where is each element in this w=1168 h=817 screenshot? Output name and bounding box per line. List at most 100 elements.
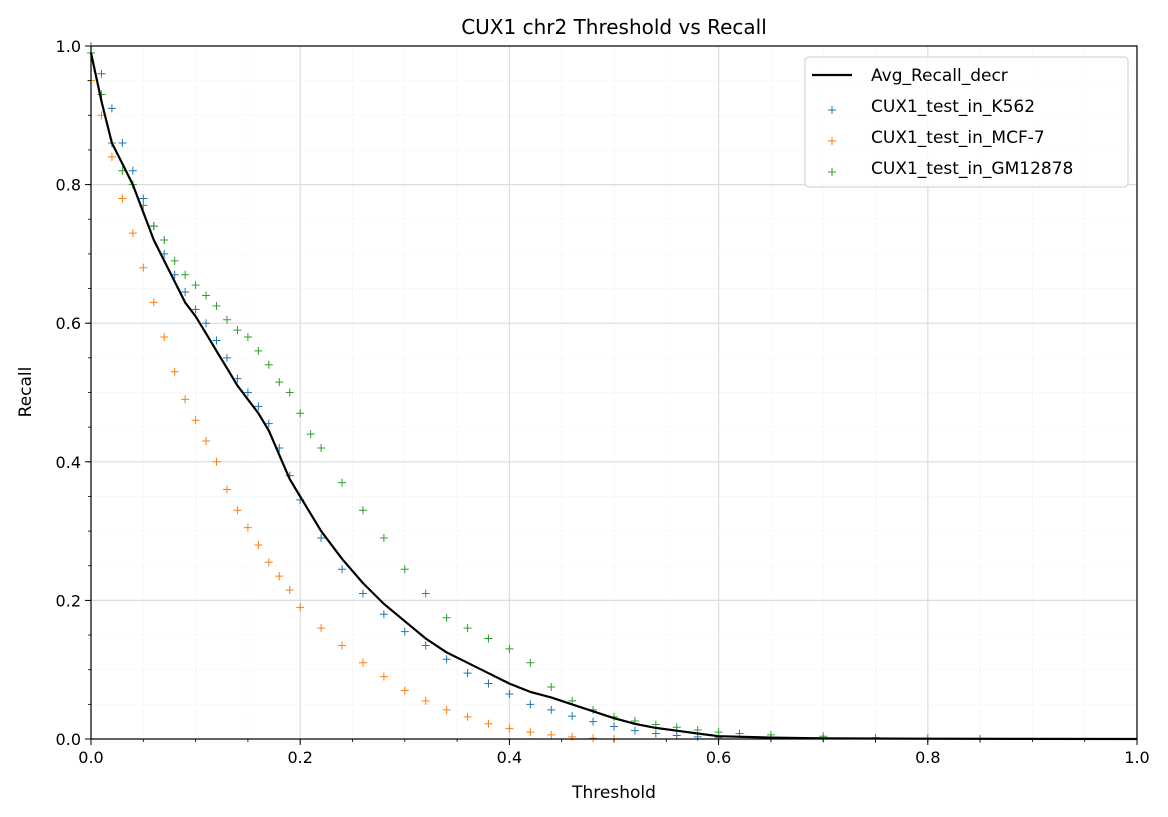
scatter-point — [589, 717, 598, 726]
scatter-point — [149, 298, 158, 307]
scatter-point — [672, 731, 681, 740]
scatter-point — [202, 437, 211, 446]
scatter-point — [484, 634, 493, 643]
scatter-point — [526, 700, 535, 709]
y-tick-label: 0.4 — [56, 453, 81, 472]
scatter-point — [547, 683, 556, 692]
scatter-point — [254, 346, 263, 355]
scatter-point — [505, 644, 514, 653]
scatter-point — [505, 724, 514, 733]
legend-label-cux1-test-in-mcf-7: CUX1_test_in_MCF-7 — [871, 128, 1045, 148]
legend: Avg_Recall_decr CUX1_test_in_K562 CUX1_tes… — [804, 56, 1129, 188]
scatter-point — [254, 540, 263, 549]
scatter-point — [442, 705, 451, 714]
scatter-point — [400, 565, 409, 574]
scatter-point — [170, 367, 179, 376]
scatter-point — [170, 256, 179, 265]
scatter-point — [651, 729, 660, 738]
scatter-point — [358, 589, 367, 598]
scatter-point — [233, 326, 242, 335]
scatter-point — [338, 641, 347, 650]
scatter-point — [149, 222, 158, 231]
x-tick-label: 0.8 — [915, 748, 940, 767]
scatter-point — [202, 319, 211, 328]
scatter-point — [139, 194, 148, 203]
scatter-point — [202, 291, 211, 300]
scatter-point — [421, 641, 430, 650]
scatter-point — [358, 658, 367, 667]
scatter-point — [568, 712, 577, 721]
scatter-point — [526, 728, 535, 737]
scatter-point — [442, 613, 451, 622]
scatter-point — [191, 305, 200, 314]
y-axis-label: Recall — [16, 367, 36, 418]
scatter-point — [547, 730, 556, 739]
legend-label-cux1-test-in-k562: CUX1_test_in_K562 — [871, 97, 1035, 117]
scatter-point — [379, 610, 388, 619]
legend-box — [804, 56, 1129, 188]
scatter-point — [379, 534, 388, 543]
scatter-point — [243, 388, 252, 397]
scatter-point — [128, 229, 137, 238]
scatter-point — [379, 672, 388, 681]
scatter-point — [118, 139, 127, 148]
legend-label-avg-recall-decr: Avg_Recall_decr — [871, 66, 1008, 86]
scatter-point — [222, 485, 231, 494]
scatter-point — [526, 658, 535, 667]
legend-swatch-cux1-test-in-mcf-7 — [828, 137, 836, 145]
scatter-point — [191, 281, 200, 290]
scatter-point — [463, 669, 472, 678]
scatter-point — [181, 288, 190, 297]
scatter-point — [160, 236, 169, 245]
y-tick-label: 0.2 — [56, 591, 81, 610]
legend-swatch-cux1-test-in-k562 — [828, 106, 836, 114]
scatter-point — [233, 374, 242, 383]
scatter-point — [317, 443, 326, 452]
scatter-point — [547, 705, 556, 714]
x-tick-label: 0.0 — [78, 748, 103, 767]
series-line-avg-recall-decr — [89, 52, 1138, 741]
scatter-point — [264, 360, 273, 369]
scatter-point — [181, 270, 190, 279]
legend-label-cux1-test-in-gm12878: CUX1_test_in_GM12878 — [871, 159, 1073, 179]
scatter-point — [568, 732, 577, 741]
scatter-point — [400, 686, 409, 695]
x-tick-label: 0.4 — [497, 748, 522, 767]
scatter-point — [306, 430, 315, 439]
scatter-point — [296, 603, 305, 612]
scatter-point — [128, 166, 137, 175]
scatter-point — [181, 395, 190, 404]
scatter-point — [243, 333, 252, 342]
scatter-point — [97, 69, 106, 78]
scatter-point — [285, 586, 294, 595]
scatter-point — [358, 506, 367, 515]
scatter-point — [118, 194, 127, 203]
scatter-point — [285, 388, 294, 397]
y-tick-label: 1.0 — [56, 37, 81, 56]
scatter-point — [589, 734, 598, 743]
scatter-point — [107, 104, 116, 113]
scatter-point — [222, 315, 231, 324]
scatter-point — [222, 353, 231, 362]
scatter-point — [630, 726, 639, 735]
scatter-point — [107, 152, 116, 161]
scatter-point — [442, 655, 451, 664]
y-tick-label: 0.0 — [56, 730, 81, 749]
scatter-point — [296, 409, 305, 418]
y-tick-label: 0.6 — [56, 314, 81, 333]
scatter-point — [191, 416, 200, 425]
scatter-point — [463, 624, 472, 633]
scatter-point — [264, 419, 273, 428]
scatter-point — [275, 572, 284, 581]
scatter-point — [463, 712, 472, 721]
x-axis-label: Threshold — [571, 783, 656, 803]
scatter-point — [338, 565, 347, 574]
scatter-point — [338, 478, 347, 487]
scatter-point — [421, 589, 430, 598]
scatter-point — [160, 333, 169, 342]
scatter-point — [317, 534, 326, 543]
scatter-point — [484, 679, 493, 688]
scatter-point — [243, 523, 252, 532]
x-tick-label: 0.6 — [706, 748, 731, 767]
legend-swatch-cux1-test-in-gm12878 — [828, 168, 836, 176]
